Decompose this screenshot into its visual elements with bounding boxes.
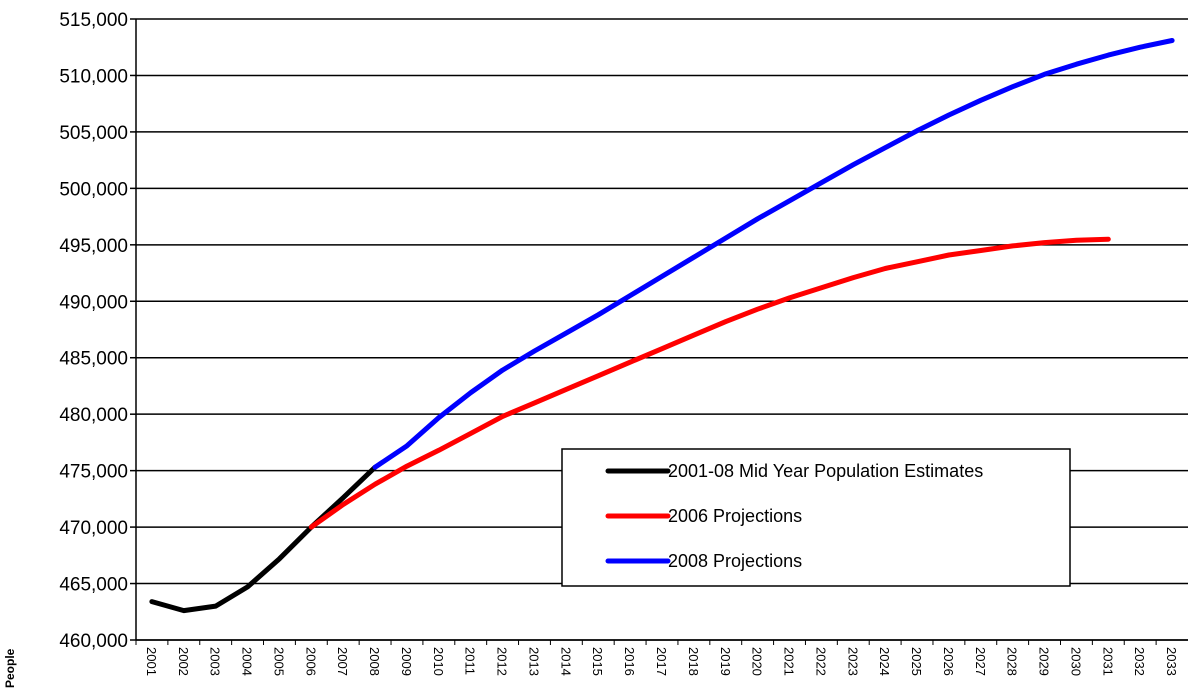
x-tick-label: 2004 xyxy=(240,647,255,676)
y-tick-label: 500,000 xyxy=(59,179,128,200)
x-tick-label: 2021 xyxy=(782,647,797,676)
x-tick-label: 2031 xyxy=(1100,647,1115,676)
y-tick-label: 465,000 xyxy=(59,575,128,596)
x-tick-label: 2007 xyxy=(335,647,350,676)
x-tick-label: 2005 xyxy=(271,647,286,676)
x-tick-label: 2012 xyxy=(495,647,510,676)
x-tick-label: 2020 xyxy=(750,647,765,676)
series-line-0 xyxy=(149,464,378,614)
x-tick-label: 2009 xyxy=(399,647,414,676)
legend-entry-label: 2006 Projections xyxy=(668,506,802,526)
x-tick-label: 2024 xyxy=(877,647,892,676)
x-tick-label: 2006 xyxy=(303,647,318,676)
x-tick-label: 2013 xyxy=(526,647,541,676)
x-axis-tick-labels: 2001 2002 2003 2004 2005 2006 2007 2008 2009 2010… xyxy=(135,640,1179,676)
legend-entry-label: 2001-08 Mid Year Population Estimates xyxy=(668,461,983,481)
y-axis-label: People xyxy=(3,648,17,688)
x-tick-label: 2029 xyxy=(1037,647,1052,676)
y-tick-label: 480,000 xyxy=(59,405,128,426)
y-tick-label: 485,000 xyxy=(59,349,128,370)
x-tick-label: 2019 xyxy=(718,647,733,676)
x-tick-label: 2016 xyxy=(622,647,637,676)
x-tick-label: 2028 xyxy=(1005,647,1020,676)
legend: 2001-08 Mid Year Population Estimates 200… xyxy=(561,448,1071,587)
y-tick-label: 495,000 xyxy=(59,236,128,257)
series-lines xyxy=(149,38,1175,614)
x-tick-label: 2032 xyxy=(1132,647,1147,676)
x-tick-label: 2033 xyxy=(1164,647,1179,676)
legend-entry-label: 2008 Projections xyxy=(668,551,802,571)
y-tick-label: 510,000 xyxy=(59,66,128,87)
x-tick-label: 2001 xyxy=(144,647,159,676)
y-tick-label: 515,000 xyxy=(59,10,128,31)
y-tick-label: 490,000 xyxy=(59,292,128,313)
axes xyxy=(135,19,1188,641)
y-axis-tick-labels: 460,000 465,000 470,000 475,000 480,000 485,0… xyxy=(59,10,128,652)
x-tick-label: 2027 xyxy=(973,647,988,676)
x-tick-label: 2030 xyxy=(1068,647,1083,676)
y-tick-label: 470,000 xyxy=(59,518,128,539)
x-tick-label: 2018 xyxy=(686,647,701,676)
x-tick-label: 2025 xyxy=(909,647,924,676)
y-tick-label: 460,000 xyxy=(59,631,128,652)
x-tick-label: 2017 xyxy=(654,647,669,676)
x-tick-label: 2014 xyxy=(558,647,573,676)
series-line-1 xyxy=(308,236,1111,530)
x-tick-label: 2023 xyxy=(845,647,860,676)
x-tick-label: 2002 xyxy=(176,647,191,676)
x-tick-label: 2011 xyxy=(463,647,478,675)
series-line-2 xyxy=(372,38,1175,470)
x-tick-label: 2008 xyxy=(367,647,382,676)
x-tick-label: 2003 xyxy=(208,647,223,676)
x-tick-label: 2026 xyxy=(941,647,956,676)
y-tick-label: 505,000 xyxy=(59,123,128,144)
x-tick-label: 2010 xyxy=(431,647,446,676)
x-tick-label: 2022 xyxy=(813,647,828,676)
y-tick-label: 475,000 xyxy=(59,462,128,483)
x-tick-label: 2015 xyxy=(590,647,605,676)
